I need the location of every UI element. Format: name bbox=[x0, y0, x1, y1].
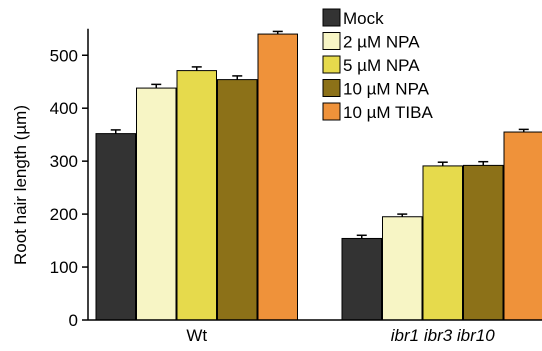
legend-label: 5 µM NPA bbox=[343, 56, 420, 75]
axes: 0 100 200 300 400 500 Wt ibr1 ibr3 ibr10 bbox=[50, 28, 542, 345]
y-tick-label: 200 bbox=[50, 205, 78, 224]
plot-area bbox=[95, 30, 542, 321]
legend-swatch bbox=[322, 8, 341, 27]
x-category-label: ibr1 ibr3 ibr10 bbox=[391, 326, 495, 345]
y-tick-label: 100 bbox=[50, 258, 78, 277]
y-tick-label: 0 bbox=[69, 311, 78, 330]
legend: Mock 2 µM NPA 5 µM NPA 10 µM NPA 10 µM TIBA bbox=[322, 8, 433, 122]
bar bbox=[503, 131, 542, 321]
x-category-label: Wt bbox=[186, 326, 207, 345]
bar bbox=[463, 164, 504, 321]
y-tick-label: 400 bbox=[50, 99, 78, 118]
legend-label: Mock bbox=[343, 9, 384, 28]
y-tick-label: 500 bbox=[50, 46, 78, 65]
legend-swatch bbox=[322, 55, 341, 74]
bar bbox=[341, 237, 382, 321]
legend-swatch bbox=[322, 79, 341, 97]
bar bbox=[382, 216, 423, 321]
legend-label: 10 µM NPA bbox=[343, 80, 430, 99]
y-tick-label: 300 bbox=[50, 152, 78, 171]
legend-label: 2 µM NPA bbox=[343, 33, 420, 52]
legend-swatch bbox=[322, 102, 341, 121]
bar bbox=[257, 33, 298, 321]
legend-swatch bbox=[322, 32, 341, 50]
bar bbox=[95, 133, 136, 321]
y-axis-title: Root hair length (µm) bbox=[11, 105, 30, 265]
bar bbox=[422, 165, 463, 321]
bar bbox=[217, 79, 258, 321]
bar bbox=[176, 70, 217, 321]
bar bbox=[136, 87, 177, 321]
legend-label: 10 µM TIBA bbox=[343, 103, 433, 122]
